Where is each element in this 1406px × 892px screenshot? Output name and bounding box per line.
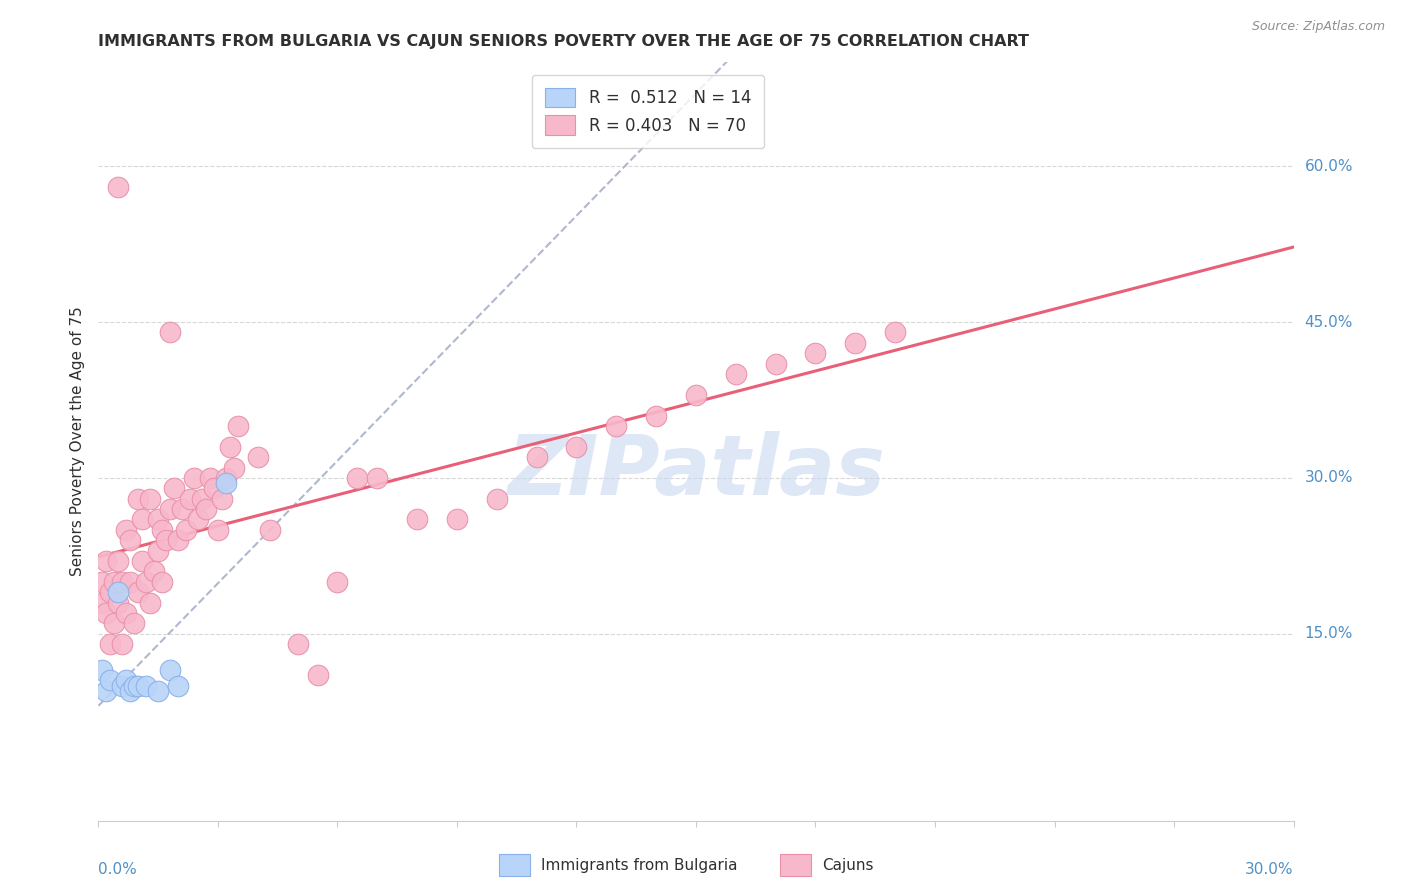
Text: 45.0%: 45.0% — [1305, 315, 1353, 330]
Point — [115, 523, 138, 537]
Point — [259, 523, 281, 537]
Point — [645, 409, 668, 423]
Point — [98, 585, 122, 599]
Point — [91, 574, 114, 589]
Point — [91, 663, 114, 677]
Point — [96, 606, 118, 620]
Point — [143, 565, 166, 579]
Point — [91, 595, 114, 609]
Point — [131, 554, 153, 568]
Text: Source: ZipAtlas.com: Source: ZipAtlas.com — [1251, 20, 1385, 33]
Point — [120, 533, 142, 548]
Point — [179, 491, 201, 506]
Point — [605, 419, 627, 434]
Point — [172, 502, 194, 516]
Point — [159, 326, 181, 340]
Text: 15.0%: 15.0% — [1305, 626, 1353, 641]
Point — [191, 491, 214, 506]
Text: 60.0%: 60.0% — [1305, 159, 1353, 174]
Point — [115, 673, 138, 688]
Point — [107, 585, 129, 599]
Point — [107, 595, 129, 609]
Point — [187, 512, 209, 526]
Point — [150, 523, 173, 537]
Point — [124, 679, 146, 693]
Text: IMMIGRANTS FROM BULGARIA VS CAJUN SENIORS POVERTY OVER THE AGE OF 75 CORRELATION: IMMIGRANTS FROM BULGARIA VS CAJUN SENIOR… — [98, 34, 1029, 49]
Point — [198, 471, 221, 485]
Point — [131, 512, 153, 526]
Point — [326, 574, 349, 589]
Text: 30.0%: 30.0% — [1305, 470, 1353, 485]
Point — [124, 616, 146, 631]
Point — [111, 574, 134, 589]
Point — [167, 679, 190, 693]
Point — [167, 533, 190, 548]
Point — [526, 450, 548, 464]
Text: Immigrants from Bulgaria: Immigrants from Bulgaria — [541, 858, 738, 872]
Point — [98, 637, 122, 651]
Point — [724, 367, 747, 381]
Point — [804, 346, 827, 360]
Point — [685, 388, 707, 402]
Point — [844, 335, 866, 350]
Point — [207, 523, 229, 537]
Point — [96, 554, 118, 568]
Point — [287, 637, 309, 651]
Point — [155, 533, 177, 548]
Point — [111, 637, 134, 651]
Point — [159, 502, 181, 516]
Text: ZIPatlas: ZIPatlas — [508, 432, 884, 512]
Point — [111, 679, 134, 693]
Point — [148, 512, 170, 526]
Legend: R =  0.512   N = 14, R = 0.403   N = 70: R = 0.512 N = 14, R = 0.403 N = 70 — [531, 75, 765, 148]
Point — [150, 574, 173, 589]
Point — [565, 440, 588, 454]
Point — [148, 683, 170, 698]
Point — [202, 481, 225, 495]
Point — [884, 326, 907, 340]
Point — [183, 471, 205, 485]
Point — [103, 616, 125, 631]
Point — [159, 663, 181, 677]
Point — [215, 471, 238, 485]
Point — [135, 574, 157, 589]
Text: 30.0%: 30.0% — [1246, 863, 1294, 877]
Point — [366, 471, 388, 485]
Point — [222, 460, 245, 475]
Point — [406, 512, 429, 526]
Point — [135, 679, 157, 693]
Point — [127, 491, 149, 506]
Point — [163, 481, 186, 495]
Point — [127, 679, 149, 693]
Text: Cajuns: Cajuns — [823, 858, 875, 872]
Y-axis label: Seniors Poverty Over the Age of 75: Seniors Poverty Over the Age of 75 — [69, 307, 84, 576]
Point — [174, 523, 197, 537]
Point — [96, 683, 118, 698]
Point — [107, 180, 129, 194]
Point — [246, 450, 269, 464]
Point — [195, 502, 218, 516]
Point — [485, 491, 508, 506]
Point — [103, 574, 125, 589]
Point — [127, 585, 149, 599]
Point — [139, 595, 162, 609]
Point — [98, 673, 122, 688]
Point — [219, 440, 242, 454]
Point — [765, 357, 787, 371]
Point — [148, 543, 170, 558]
Text: 0.0%: 0.0% — [98, 863, 138, 877]
Point — [226, 419, 249, 434]
Point — [446, 512, 468, 526]
Point — [139, 491, 162, 506]
Point — [307, 668, 329, 682]
Point — [346, 471, 368, 485]
Point — [120, 683, 142, 698]
Point — [215, 476, 238, 491]
Point — [115, 606, 138, 620]
Point — [120, 574, 142, 589]
Point — [211, 491, 233, 506]
Point — [107, 554, 129, 568]
